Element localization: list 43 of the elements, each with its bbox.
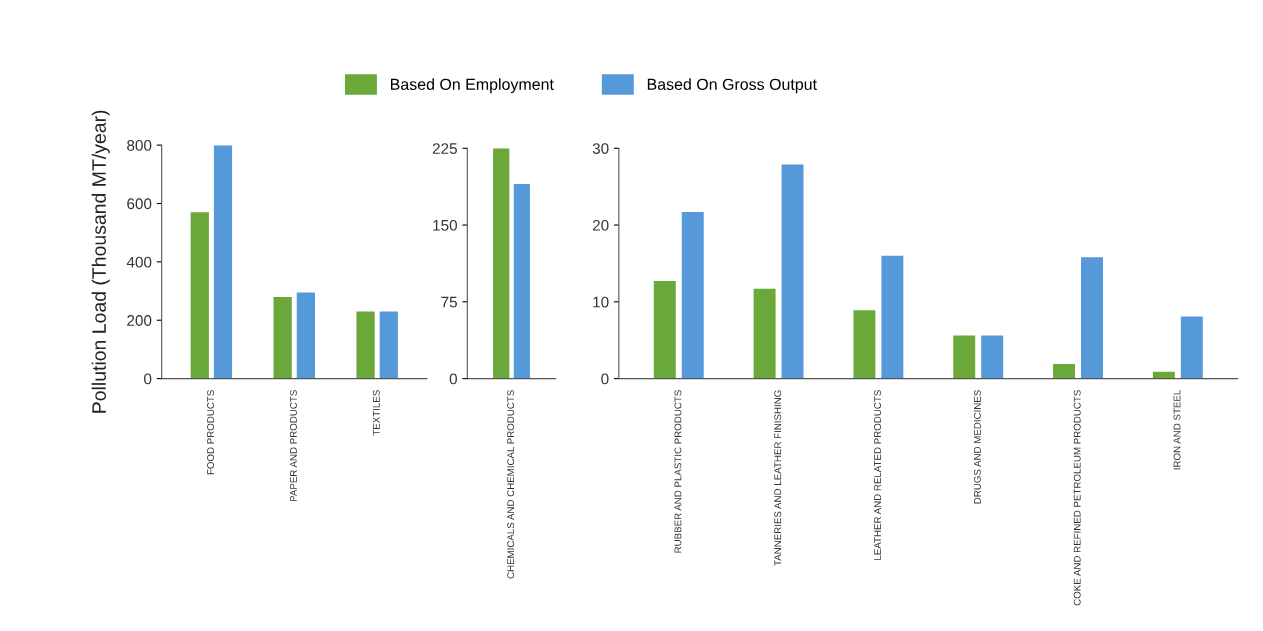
bar [1081,257,1103,379]
legend-label: Based On Employment [391,78,554,94]
bar [1053,364,1076,379]
y-axis-title: Pollution Load (Thousand MT/year) [91,110,110,413]
x-tick-label: TANNERIES AND LEATHER FINISHING [774,390,782,566]
y-tick-label: 200 [127,315,152,326]
bar [273,296,292,379]
x-tick-label: LEATHER AND RELATED PRODUCTS [874,390,882,560]
x-tick-label: FOOD PRODUCTS [207,390,214,475]
bar [190,212,209,379]
y-tick-label: 225 [432,143,457,154]
bar [781,164,804,379]
y-tick-label: 150 [433,219,457,231]
bar [953,335,976,379]
bar [1180,316,1203,379]
y-tick-label: 0 [449,373,457,385]
y-tick-label: 75 [441,296,457,308]
bar [981,335,1004,379]
y-tick-label: 10 [593,296,609,308]
x-tick-label: CHEMICALS AND CHEMICAL PRODUCTS [507,390,515,579]
x-tick-label: COKE AND REFINED PETROLEUM PRODUCTS [1073,390,1081,606]
y-tick-label: 800 [127,140,152,151]
bar [653,281,676,379]
bar [853,310,876,379]
y-tick-label: 0 [144,373,152,385]
bar [379,311,398,379]
x-tick-label: DRUGS AND MEDICINES [973,390,981,504]
y-tick-label: 600 [127,198,152,210]
bar [681,212,704,379]
bar [356,311,375,379]
x-tick-label: IRON AND STEEL [1173,390,1181,470]
legend-label: Based On Gross Output [647,78,817,94]
bar [213,145,233,379]
y-tick-label: 30 [592,143,609,154]
x-tick-label: TEXTILES [372,390,380,436]
bar [881,255,904,379]
y-tick-label: 20 [592,219,609,231]
bar [753,288,776,379]
y-tick-label: 0 [601,373,609,385]
y-tick-label: 400 [126,256,152,268]
x-tick-label: RUBBER AND PLASTIC PRODUCTS [674,390,682,553]
bar [296,292,315,379]
x-tick-label: PAPER AND PRODUCTS [290,390,297,502]
